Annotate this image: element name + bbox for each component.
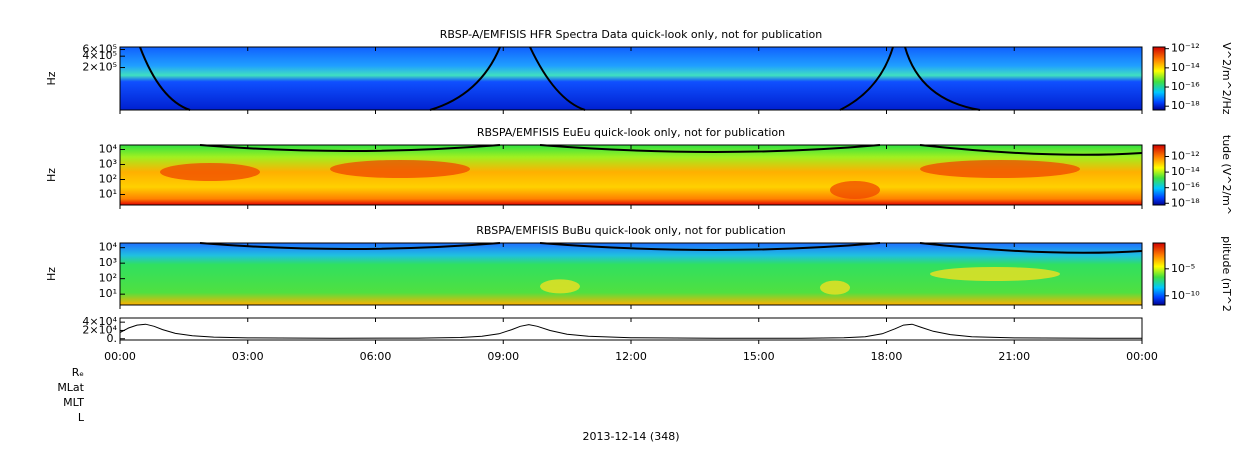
y-tick-label: 2×10⁵ (82, 61, 117, 74)
colorbar-tick-label: 10⁻¹⁸ (1171, 99, 1200, 112)
data-line (119, 323, 1142, 339)
spectrogram-texture (820, 280, 850, 295)
colorbar-tick-label: 10⁻⁵ (1171, 262, 1195, 275)
colorbar-label: tude (V^2/m^ (1220, 135, 1233, 215)
colorbar (1152, 242, 1166, 306)
x-tick-label: 18:00 (871, 350, 903, 363)
y-tick-label: 2×10⁴ (82, 323, 117, 336)
x-tick-label: 00:00 (104, 350, 136, 363)
colorbar-tick-label: 10⁻¹⁴ (1171, 61, 1200, 74)
colorbar-tick-label: 10⁻¹⁶ (1171, 80, 1200, 93)
spectrogram-texture (160, 163, 260, 181)
spectrogram-texture (330, 160, 470, 178)
x-tick-label: 21:00 (998, 350, 1030, 363)
x-tick-label: 09:00 (487, 350, 519, 363)
y-tick-label: 4×10⁴ (82, 315, 117, 328)
spectrogram-texture (930, 267, 1060, 281)
y-tick-label: 10¹ (99, 287, 117, 300)
y-tick-label: 4×10⁵ (82, 49, 117, 62)
spectrogram-texture (830, 181, 880, 199)
y-tick-label: 10³ (99, 256, 117, 269)
y-axis-label: Hz (45, 267, 58, 281)
gyro-curve (199, 242, 1143, 254)
date-label: 2013-12-14 (348) (582, 430, 679, 443)
ephemeris-label: MLat (57, 381, 84, 394)
x-tick-label: 00:00 (1126, 350, 1158, 363)
panel-title: RBSPA/EMFISIS BuBu quick-look only, not … (476, 224, 786, 237)
y-tick-label: 10¹ (99, 188, 117, 201)
panel-title: RBSPA/EMFISIS EuEu quick-look only, not … (477, 126, 785, 139)
colorbar-tick-label: 10⁻¹⁸ (1171, 196, 1200, 209)
x-tick-label: 06:00 (360, 350, 392, 363)
colorbar (1152, 144, 1166, 206)
y-tick-label: 0. (107, 332, 118, 345)
colorbar (1152, 46, 1166, 111)
colorbar-label: V^2/m^2/Hz (1220, 42, 1233, 114)
ephemeris-label: L (78, 411, 85, 424)
spectrogram-texture (920, 160, 1080, 178)
y-tick-label: 10² (99, 173, 117, 186)
ephemeris-label: Rₑ (72, 366, 84, 379)
y-tick-label: 10³ (99, 158, 117, 171)
colorbar-tick-label: 10⁻¹⁰ (1171, 289, 1200, 302)
x-tick-label: 12:00 (615, 350, 647, 363)
colorbar-tick-label: 10⁻¹⁶ (1171, 181, 1200, 194)
gyro-curve (199, 144, 1143, 156)
y-tick-label: 10⁴ (99, 143, 118, 156)
ephemeris-label: MLT (63, 396, 84, 409)
x-tick-label: 03:00 (232, 350, 264, 363)
colorbar-tick-label: 10⁻¹⁴ (1171, 165, 1200, 178)
y-axis-label: Hz (45, 168, 58, 182)
y-tick-label: 6×10⁵ (82, 43, 117, 56)
colorbar-tick-label: 10⁻¹² (1171, 42, 1200, 55)
spectrogram-texture (540, 279, 580, 294)
y-tick-label: 10² (99, 272, 117, 285)
y-tick-label: 10⁴ (99, 241, 118, 254)
x-tick-label: 15:00 (743, 350, 775, 363)
spectrogram-image (120, 47, 1142, 110)
colorbar-label: plitude (nT^2 (1220, 236, 1233, 312)
y-axis-label: Hz (45, 71, 58, 85)
panel-title: RBSP-A/EMFISIS HFR Spectra Data quick-lo… (440, 28, 823, 41)
gyro-curve (139, 46, 981, 111)
colorbar-tick-label: 10⁻¹² (1171, 150, 1200, 163)
